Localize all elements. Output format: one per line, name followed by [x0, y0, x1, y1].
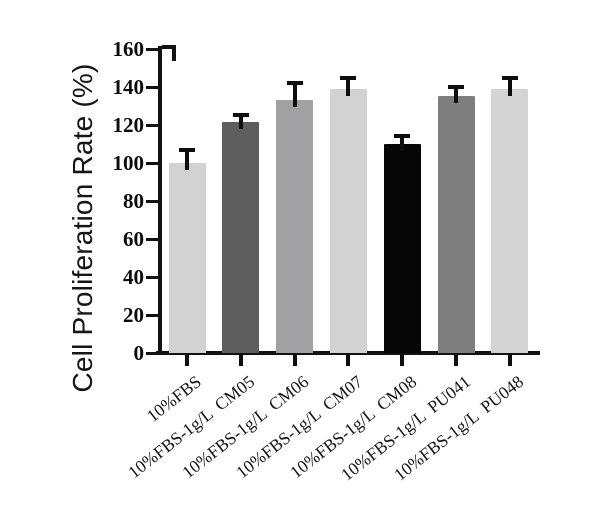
error-bar-whisker: [346, 78, 351, 96]
bar: [222, 122, 260, 353]
y-axis-tick: [146, 123, 158, 127]
bar: [491, 88, 529, 353]
error-bar-cap: [501, 75, 518, 80]
y-axis-tick: [146, 47, 158, 51]
bar: [329, 88, 367, 353]
error-bar-whisker: [238, 114, 243, 130]
x-axis-tick: [454, 353, 458, 366]
error-bar-cap: [448, 85, 464, 89]
y-axis-tick-label: 60: [123, 227, 144, 251]
y-axis-tick-label: 120: [112, 113, 145, 137]
x-axis-tick: [346, 353, 351, 366]
y-axis-tick-label: 140: [112, 75, 145, 99]
error-bar-cap: [179, 147, 195, 152]
y-axis-tick-label: 20: [123, 303, 144, 327]
bar: [168, 163, 206, 353]
error-bar-cap: [286, 81, 303, 86]
x-axis-tick: [238, 353, 243, 366]
y-axis-top-cap-descender: [172, 45, 176, 61]
y-axis-tick-label: 80: [123, 189, 144, 213]
x-axis-tick: [292, 353, 297, 366]
y-axis-tick-label: 40: [123, 265, 144, 289]
y-axis-tick-label: 100: [112, 151, 145, 175]
bar: [437, 95, 475, 353]
y-axis-tick-label: 0: [133, 341, 145, 365]
error-bar-whisker: [292, 83, 297, 108]
x-axis-tick: [185, 353, 189, 366]
y-axis-line: [158, 46, 162, 355]
y-axis-tick: [146, 161, 158, 165]
y-axis-top-cap: [162, 45, 176, 49]
error-bar-cap: [394, 134, 411, 139]
y-axis-tick: [146, 351, 158, 355]
error-bar-whisker: [454, 87, 458, 103]
x-axis-tick: [400, 353, 405, 366]
error-bar-whisker: [400, 136, 405, 151]
bar: [383, 144, 421, 353]
x-axis-tick: [507, 353, 512, 366]
error-bar-whisker: [185, 149, 189, 170]
y-axis-tick: [146, 199, 158, 203]
error-bar-cap: [340, 76, 357, 81]
y-axis-tick: [146, 237, 158, 241]
error-bar-cap: [232, 112, 249, 117]
bar: [276, 100, 314, 353]
error-bar-whisker: [507, 77, 512, 96]
y-axis-tick: [146, 275, 158, 279]
y-axis-tick: [146, 313, 158, 317]
y-axis-tick: [146, 85, 158, 89]
y-axis-tick-label: 160: [112, 37, 145, 61]
